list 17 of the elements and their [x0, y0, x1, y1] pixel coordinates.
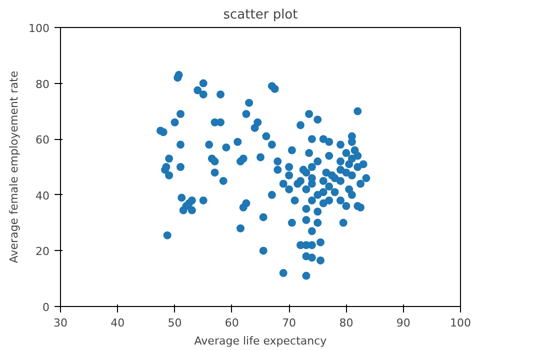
x-tick-label: 90	[396, 316, 410, 330]
x-axis-title: Average life expectancy	[194, 334, 328, 348]
y-axis-title: Average female employement rate	[8, 70, 21, 264]
x-tick-label: 100	[450, 316, 471, 330]
x-tick-label: 30	[54, 316, 68, 330]
x-tick-label: 50	[168, 316, 182, 330]
y-tick-label: 40	[36, 189, 50, 202]
x-tick-label: 40	[110, 316, 125, 330]
y-tick-label: 20	[36, 245, 50, 258]
chart-title: scatter plot	[223, 8, 298, 22]
y-tick-label: 60	[36, 134, 50, 147]
x-tick-label: 60	[224, 316, 239, 330]
x-tick-label: 80	[339, 316, 354, 330]
y-tick-label: 0	[42, 301, 50, 314]
x-tick-label: 70	[282, 316, 296, 330]
y-tick-label: 80	[36, 78, 50, 91]
y-tick-label: 100	[28, 22, 50, 35]
